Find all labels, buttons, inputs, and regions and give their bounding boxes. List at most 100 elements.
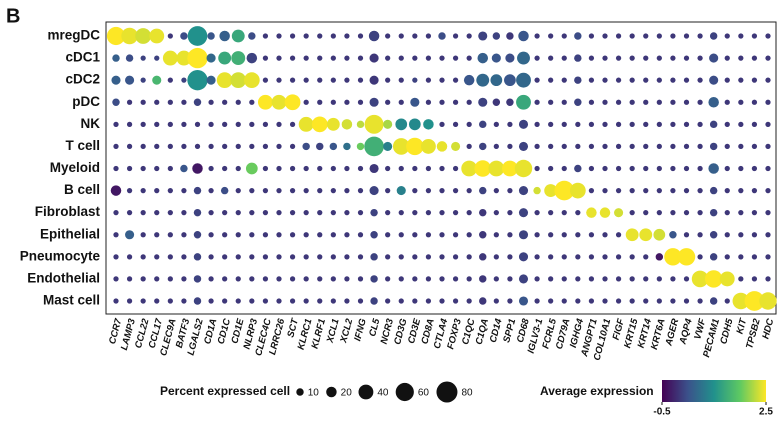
dot <box>140 298 146 304</box>
dot <box>289 254 296 260</box>
dot <box>655 253 664 261</box>
dot <box>392 138 410 155</box>
dot <box>466 232 472 238</box>
dot <box>548 77 554 83</box>
dot <box>208 298 214 304</box>
dot <box>231 29 245 43</box>
size-legend-label: 10 <box>308 388 320 399</box>
dot <box>709 120 718 129</box>
dot <box>588 55 595 61</box>
dot <box>615 77 622 83</box>
size-legend-dot <box>358 384 374 400</box>
dot <box>369 97 379 107</box>
dot <box>548 276 554 282</box>
dot <box>479 120 487 129</box>
dot <box>257 94 273 110</box>
row-label: cDC2 <box>65 72 100 87</box>
dot <box>615 232 622 238</box>
dot <box>751 99 758 105</box>
dot <box>329 142 338 151</box>
row-label: Epithelial <box>40 226 100 241</box>
dot <box>588 254 595 260</box>
dot <box>751 121 758 127</box>
dot <box>162 50 178 66</box>
dot <box>575 254 581 260</box>
dot <box>697 77 703 83</box>
dot <box>643 187 649 194</box>
dot <box>357 187 364 194</box>
dot <box>357 298 364 304</box>
dot <box>208 165 214 172</box>
dot <box>517 51 530 65</box>
dot <box>385 254 391 260</box>
dot <box>208 254 214 260</box>
dot <box>575 298 581 304</box>
dot <box>548 33 554 39</box>
dot <box>344 187 350 194</box>
dot <box>425 210 432 216</box>
dot <box>356 120 365 129</box>
dot <box>126 143 133 150</box>
dot <box>369 163 379 174</box>
dot <box>243 72 260 89</box>
dot <box>751 210 758 216</box>
dot <box>656 121 662 127</box>
dot <box>724 165 730 172</box>
dot <box>167 121 173 127</box>
dot <box>208 232 214 238</box>
dot <box>425 99 432 105</box>
dot <box>629 298 635 304</box>
dot <box>235 298 241 304</box>
dot <box>479 297 487 305</box>
row-label: Pneumocyte <box>20 248 101 263</box>
dot <box>276 143 282 150</box>
dot <box>452 165 459 172</box>
dot <box>518 252 529 262</box>
dot <box>385 276 391 282</box>
dot <box>670 298 676 304</box>
row-label: cDC1 <box>65 50 100 65</box>
dot <box>344 165 350 172</box>
dot <box>181 232 187 238</box>
dot <box>369 53 379 63</box>
dot <box>466 276 472 282</box>
dot <box>167 187 173 194</box>
dot <box>738 254 744 260</box>
dot <box>194 143 201 150</box>
dot <box>262 77 269 83</box>
dot <box>235 165 241 172</box>
dot <box>368 30 380 42</box>
dot <box>765 254 771 260</box>
dot <box>289 33 296 39</box>
dot <box>249 210 255 216</box>
dot <box>561 165 567 172</box>
dot <box>615 298 622 304</box>
dot <box>344 276 350 282</box>
dot <box>683 232 690 238</box>
dot <box>709 253 718 261</box>
dot <box>548 121 554 127</box>
dot <box>262 187 269 194</box>
dot <box>534 165 540 172</box>
dot <box>709 75 719 85</box>
dot <box>222 99 228 105</box>
dot <box>765 276 771 282</box>
dot <box>262 165 269 172</box>
dot <box>425 298 432 304</box>
panel-label: B <box>6 5 20 27</box>
dot <box>193 186 202 195</box>
dot <box>643 254 649 260</box>
dot <box>765 121 771 127</box>
dot <box>326 117 340 131</box>
dot <box>425 33 432 39</box>
size-legend-dot <box>436 381 458 403</box>
dot <box>167 210 173 216</box>
dot <box>370 275 378 283</box>
dot <box>439 232 445 238</box>
dot <box>222 298 228 304</box>
dot <box>709 297 718 305</box>
dot <box>180 32 188 40</box>
dot <box>439 165 445 172</box>
dot <box>751 187 758 194</box>
dot <box>476 73 490 87</box>
